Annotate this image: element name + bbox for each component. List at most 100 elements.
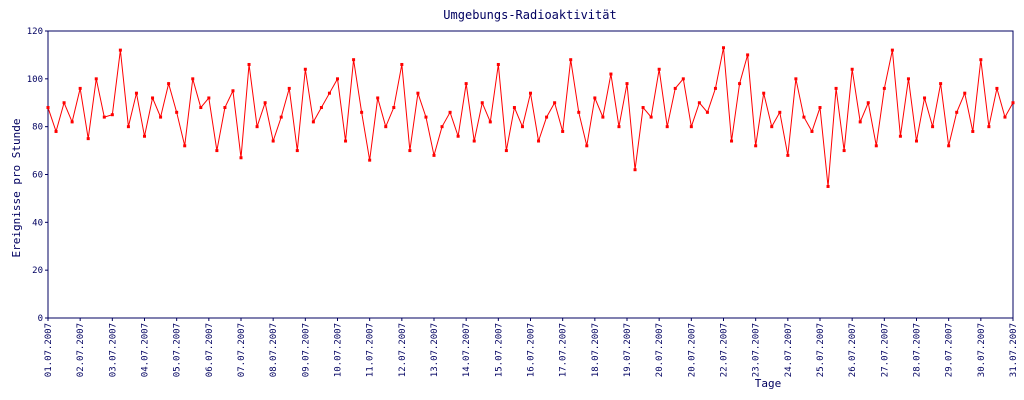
data-point bbox=[327, 91, 331, 95]
data-point bbox=[440, 125, 444, 129]
x-tick-label: 24.07.2007 bbox=[784, 323, 794, 377]
x-tick-label: 02.07.2007 bbox=[76, 323, 86, 377]
data-point bbox=[931, 125, 935, 129]
data-point bbox=[504, 149, 508, 153]
x-tick-label: 11.07.2007 bbox=[366, 323, 376, 377]
data-point bbox=[392, 106, 396, 110]
data-point bbox=[826, 184, 830, 188]
x-tick-label: 16.07.2007 bbox=[527, 323, 537, 377]
data-point bbox=[279, 115, 283, 119]
data-point bbox=[730, 139, 734, 143]
data-point bbox=[665, 125, 669, 129]
x-tick-label: 23.07.2007 bbox=[752, 323, 762, 377]
data-point bbox=[609, 72, 613, 76]
x-tick-label: 22.07.2007 bbox=[720, 323, 730, 377]
x-tick-label: 01.07.2007 bbox=[44, 323, 54, 377]
x-tick-label: 15.07.2007 bbox=[494, 323, 504, 377]
data-point bbox=[882, 86, 886, 90]
data-point bbox=[915, 139, 918, 143]
data-point bbox=[979, 58, 983, 62]
data-point bbox=[215, 149, 219, 153]
data-line bbox=[47, 47, 1014, 187]
plot-frame bbox=[47, 30, 1014, 319]
x-tick-label: 25.07.2007 bbox=[816, 323, 826, 377]
x-axis-label: Tage bbox=[755, 377, 782, 390]
data-point bbox=[94, 77, 98, 81]
data-point bbox=[529, 91, 532, 95]
x-tick-label: 05.07.2007 bbox=[173, 323, 183, 377]
data-point bbox=[183, 144, 187, 148]
data-point bbox=[255, 125, 259, 129]
data-point bbox=[713, 86, 717, 90]
y-tick-label: 20 bbox=[32, 266, 43, 276]
data-point bbox=[368, 158, 372, 162]
y-tick-label: 80 bbox=[32, 123, 43, 133]
data-point bbox=[175, 110, 179, 114]
data-point bbox=[842, 149, 846, 153]
data-point bbox=[923, 96, 927, 100]
data-point bbox=[778, 110, 782, 114]
data-point bbox=[641, 106, 645, 110]
data-point bbox=[746, 53, 750, 57]
data-point bbox=[110, 113, 114, 117]
data-point bbox=[488, 120, 492, 124]
data-point bbox=[874, 144, 878, 148]
data-point bbox=[62, 101, 66, 105]
data-point bbox=[866, 101, 870, 105]
data-point bbox=[649, 115, 653, 119]
data-point bbox=[448, 110, 452, 114]
data-point bbox=[625, 82, 629, 86]
x-tick-label: 31.07.2007 bbox=[1009, 323, 1019, 377]
x-tick-label: 27.07.2007 bbox=[880, 323, 890, 377]
data-point bbox=[400, 62, 404, 66]
data-point bbox=[295, 149, 299, 153]
data-point bbox=[705, 110, 709, 114]
data-point bbox=[496, 62, 500, 66]
x-tick-label: 20.07.2007 bbox=[687, 323, 697, 377]
data-point bbox=[553, 101, 557, 105]
data-point bbox=[207, 96, 211, 100]
data-point bbox=[545, 115, 549, 119]
data-point bbox=[456, 134, 460, 138]
data-point bbox=[352, 58, 356, 62]
data-point bbox=[955, 110, 959, 114]
x-tick-label: 06.07.2007 bbox=[205, 323, 215, 377]
data-point bbox=[360, 110, 364, 114]
data-point bbox=[939, 82, 943, 86]
data-point bbox=[947, 144, 951, 148]
data-point bbox=[54, 129, 58, 133]
x-tick-label: 19.07.2007 bbox=[623, 323, 633, 377]
data-point bbox=[890, 48, 894, 52]
data-point bbox=[601, 115, 605, 119]
data-point bbox=[416, 91, 420, 95]
data-point bbox=[971, 129, 975, 133]
data-point bbox=[159, 115, 163, 119]
data-point bbox=[199, 106, 203, 110]
data-point bbox=[336, 77, 339, 81]
data-point bbox=[818, 106, 822, 110]
data-point bbox=[311, 120, 315, 124]
x-tick-label: 29.07.2007 bbox=[945, 323, 955, 377]
data-point bbox=[464, 82, 468, 86]
data-point bbox=[384, 125, 388, 129]
x-tick-label: 18.07.2007 bbox=[591, 323, 601, 377]
data-point bbox=[834, 86, 838, 90]
data-point bbox=[689, 125, 693, 129]
data-point bbox=[987, 125, 991, 129]
data-point bbox=[239, 156, 243, 160]
data-point bbox=[86, 137, 90, 141]
x-tick-label: 28.07.2007 bbox=[913, 323, 923, 377]
data-point bbox=[126, 125, 130, 129]
x-tick-label: 08.07.2007 bbox=[269, 323, 279, 377]
data-point bbox=[263, 101, 267, 105]
data-point bbox=[247, 62, 251, 66]
data-point bbox=[118, 48, 122, 52]
data-point bbox=[520, 125, 524, 129]
data-point bbox=[858, 120, 862, 124]
x-tick-label: 20.07.2007 bbox=[655, 323, 665, 377]
data-point bbox=[537, 139, 541, 143]
data-point bbox=[191, 77, 195, 81]
x-tick-label: 10.07.2007 bbox=[334, 323, 344, 377]
data-point bbox=[738, 82, 742, 86]
